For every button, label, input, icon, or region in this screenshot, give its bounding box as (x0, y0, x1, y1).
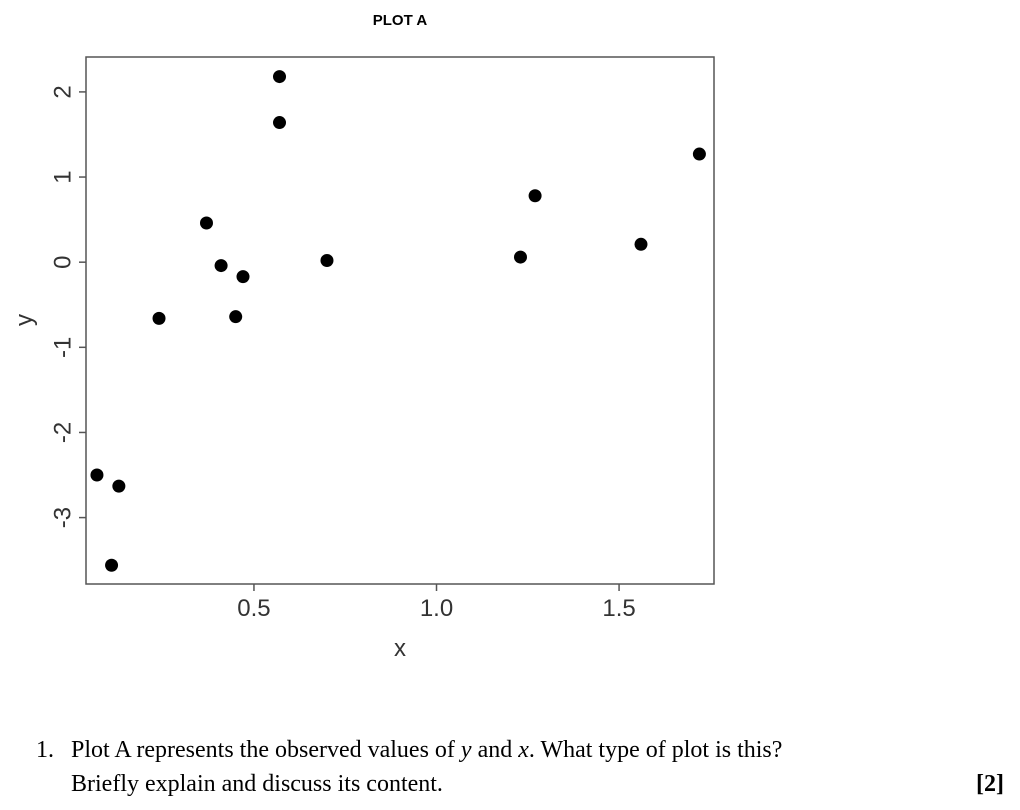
data-point (229, 310, 243, 324)
data-point (214, 259, 228, 273)
data-point (513, 250, 527, 264)
x-axis-label: x (394, 635, 406, 662)
data-points (90, 70, 706, 572)
data-point (320, 253, 334, 267)
y-tick-label: 1 (49, 170, 76, 183)
variable-y: y (460, 737, 472, 763)
data-point (152, 311, 166, 325)
y-axis-label: y (11, 314, 38, 326)
data-point (273, 70, 287, 84)
data-point (105, 558, 119, 572)
y-tick-label: -2 (49, 422, 76, 443)
data-point (692, 147, 706, 161)
x-tick-label: 1.5 (602, 595, 635, 622)
question-text-start: Plot A represents the observed values of (71, 737, 461, 763)
question-text-end: . What type of plot is this? (528, 737, 783, 763)
data-point (199, 216, 213, 230)
data-point (528, 189, 542, 203)
chart-title: PLOT A (373, 12, 428, 29)
scatter-chart: PLOT A 0.5 1.0 1.5 -3 -2 -1 0 1 2 x y (11, 12, 715, 662)
data-point (236, 270, 250, 284)
y-axis: -3 -2 -1 0 1 2 (49, 85, 86, 528)
question-text-and: and (471, 737, 519, 763)
x-tick-label: 1.0 (420, 595, 453, 622)
data-point (634, 237, 648, 251)
data-point (112, 479, 126, 493)
x-tick-label: 0.5 (237, 595, 270, 622)
variable-x: x (518, 737, 529, 763)
y-tick-label: -3 (49, 507, 76, 528)
question-number: 1. (36, 737, 54, 763)
data-point (273, 116, 287, 130)
plot-frame (85, 56, 715, 585)
y-tick-label: 2 (49, 85, 76, 98)
y-tick-label: 0 (49, 256, 76, 269)
x-axis: 0.5 1.0 1.5 (237, 584, 636, 622)
question-marks: [2] (976, 771, 1004, 797)
data-point (90, 468, 104, 482)
y-tick-label: -1 (49, 337, 76, 358)
question-line-2: Briefly explain and discuss its content. (71, 771, 443, 797)
question-line-1: Plot A represents the observed values of… (71, 733, 1004, 767)
